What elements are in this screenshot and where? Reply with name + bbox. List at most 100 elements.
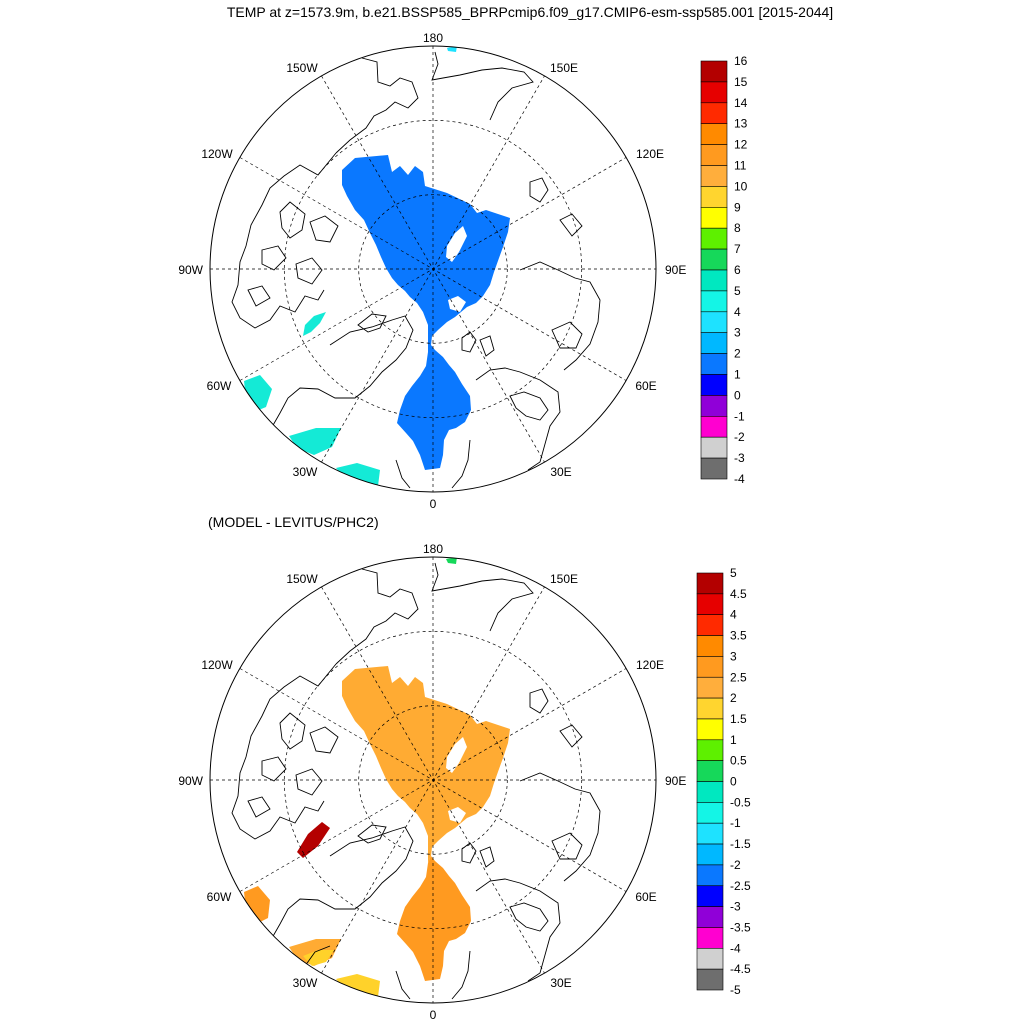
colorbar-swatch (700, 81, 728, 104)
colorbar-swatch (696, 572, 724, 595)
lon-label-120w: 120W (201, 147, 233, 161)
colorbar-swatch (696, 947, 724, 970)
lon-label-60e: 60E (635, 379, 656, 393)
lon-label-150e: 150E (550, 61, 578, 75)
colorbar-tick-label: -4 (730, 941, 741, 955)
lon-label-30w: 30W (293, 465, 318, 479)
lon-label-90w: 90W (178, 263, 203, 277)
colorbar-swatch (700, 227, 728, 250)
top-map-field (231, 46, 601, 489)
colorbar-swatch (700, 60, 728, 83)
colorbar-swatch (700, 353, 728, 375)
colorbar-swatch (700, 415, 728, 438)
lon-label-150w: 150W (286, 61, 318, 75)
colorbar-swatch (700, 374, 728, 396)
bottom-difference-field-south (397, 856, 471, 981)
bottom-green-patch-north (446, 557, 457, 564)
colorbar-tick-label: 5 (730, 566, 737, 580)
colorbar-swatch (700, 186, 728, 208)
colorbar-tick-label: 2.5 (730, 670, 747, 684)
bottom-yellow-patch-southwest (303, 950, 334, 966)
colorbar-swatch (696, 802, 724, 824)
colorbar-tick-label: 2 (730, 691, 737, 705)
colorbar-swatch (696, 781, 724, 803)
colorbar-swatch (700, 395, 728, 417)
colorbar-swatch (700, 165, 728, 187)
top-coastlines (231, 51, 601, 489)
colorbar-swatch (700, 207, 728, 229)
colorbar-tick-label: -3 (730, 900, 741, 914)
colorbar-tick-label: 4 (730, 608, 737, 622)
top-temperature-field (342, 155, 510, 470)
bottom-coastlines (231, 562, 601, 1000)
colorbar-swatch (700, 332, 728, 354)
colorbar-tick-label: 15 (734, 75, 748, 89)
lon-label-150e: 150E (550, 572, 578, 586)
lon-label-60w: 60W (207, 379, 232, 393)
colorbar-tick-label: -2 (730, 858, 741, 872)
colorbar-tick-label: 2 (734, 347, 741, 361)
colorbar-tick-label: -1.5 (730, 837, 751, 851)
lon-label-0: 0 (430, 497, 437, 511)
colorbar-swatch (696, 718, 724, 741)
colorbar-tick-label: -0.5 (730, 795, 751, 809)
lon-label-30w: 30W (293, 976, 318, 990)
top-cyan-patch-south (336, 463, 380, 486)
lon-label-0: 0 (430, 1008, 437, 1022)
colorbar-swatch (696, 927, 724, 949)
colorbar-swatch (696, 739, 724, 761)
colorbar-swatch (696, 676, 724, 699)
colorbar-tick-label: -5 (730, 983, 741, 997)
lon-label-150w: 150W (286, 572, 318, 586)
lon-label-120e: 120E (636, 658, 664, 672)
bottom-field-gap (446, 737, 467, 773)
lon-label-60w: 60W (207, 890, 232, 904)
bottom-map-panel: 180 0 90W 90E 150W 120W 150E 120E 60W 30… (178, 542, 686, 1022)
colorbar-tick-label: 14 (734, 96, 748, 110)
colorbar-tick-label: -3 (734, 451, 745, 465)
lon-label-90e: 90E (665, 774, 686, 788)
top-field-gap (448, 296, 466, 312)
colorbar-swatch (700, 311, 728, 333)
colorbar-swatch (696, 697, 724, 720)
colorbar-swatch (696, 822, 724, 845)
lon-label-30e: 30E (550, 465, 571, 479)
colorbar-tick-label: 12 (734, 138, 748, 152)
colorbar-tick-label: -4.5 (730, 962, 751, 976)
colorbar-swatch (696, 906, 724, 928)
bottom-graticule (210, 557, 656, 1003)
colorbar-swatch (696, 593, 724, 615)
colorbar-tick-label: 6 (734, 263, 741, 277)
lon-label-180: 180 (423, 542, 443, 556)
colorbar-tick-label: 10 (734, 179, 748, 193)
top-graticule (210, 46, 656, 492)
colorbar-tick-label: 3 (734, 326, 741, 340)
bottom-map-boundary (209, 556, 657, 1004)
top-cyan-patch-southwest (289, 428, 341, 455)
figure-title: TEMP at z=1573.9m, b.e21.BSSP585_BPRPcmi… (227, 4, 833, 20)
colorbar-tick-label: 0 (734, 388, 741, 402)
top-map-boundary (209, 45, 657, 493)
colorbar-tick-label: 3 (730, 649, 737, 663)
lon-label-90w: 90W (178, 774, 203, 788)
colorbar-tick-label: 9 (734, 200, 741, 214)
colorbar-swatch (696, 843, 724, 866)
colorbar-tick-label: -2 (734, 430, 745, 444)
bottom-yellow-patch-south (336, 974, 380, 997)
colorbar-tick-label: -4 (734, 472, 745, 486)
colorbar-tick-label: 3.5 (730, 629, 747, 643)
lon-label-30e: 30E (550, 976, 571, 990)
colorbar-swatch (696, 656, 724, 678)
colorbar-swatch (700, 436, 728, 459)
colorbar-tick-label: 11 (734, 159, 747, 173)
lon-label-60e: 60E (635, 890, 656, 904)
colorbar-swatch (700, 457, 728, 480)
colorbar-tick-label: -1 (730, 816, 741, 830)
colorbar-swatch (700, 144, 728, 166)
colorbar-swatch (696, 864, 724, 887)
colorbar-swatch (700, 269, 728, 292)
lon-label-120e: 120E (636, 147, 664, 161)
bottom-longitude-labels: 180 0 90W 90E 150W 120W 150E 120E 60W 30… (178, 542, 686, 1022)
